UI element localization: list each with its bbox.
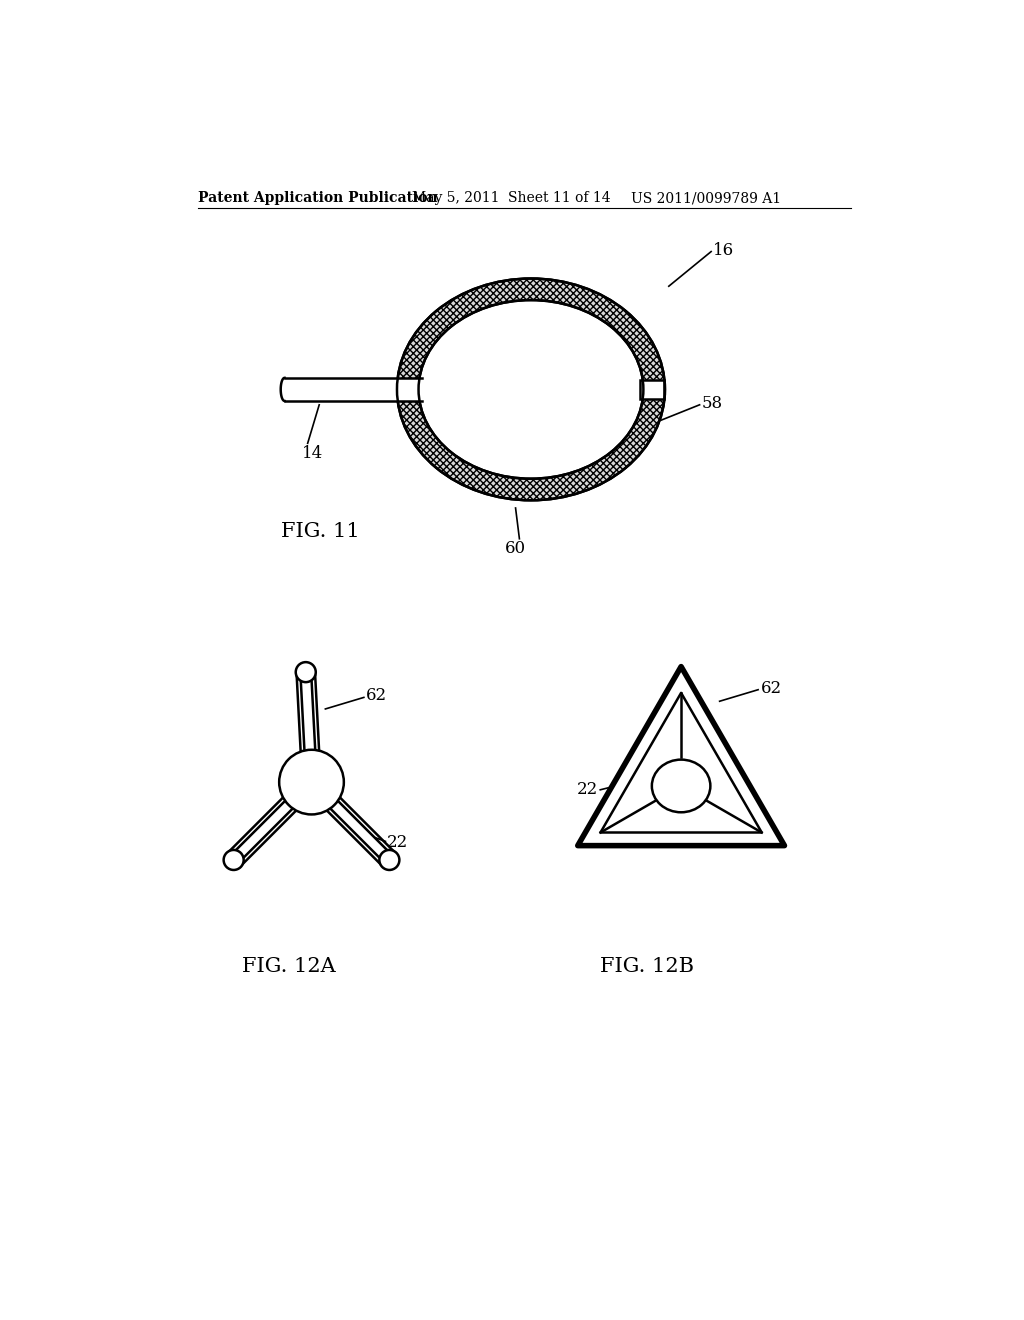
Text: 62: 62 <box>367 688 387 705</box>
Bar <box>640 380 665 399</box>
Polygon shape <box>300 672 315 754</box>
FancyBboxPatch shape <box>285 378 422 401</box>
Text: 60: 60 <box>505 540 526 557</box>
Polygon shape <box>329 799 393 863</box>
Text: 58: 58 <box>701 395 723 412</box>
Ellipse shape <box>296 663 315 682</box>
Text: 14: 14 <box>302 445 324 462</box>
Text: US 2011/0099789 A1: US 2011/0099789 A1 <box>631 191 781 206</box>
Ellipse shape <box>379 850 399 870</box>
Text: 16: 16 <box>713 242 734 259</box>
Polygon shape <box>229 799 295 863</box>
Text: 22: 22 <box>387 834 409 850</box>
Text: May 5, 2011: May 5, 2011 <box>412 191 499 206</box>
Ellipse shape <box>223 850 244 870</box>
Text: 22: 22 <box>577 781 598 799</box>
Text: FIG. 12A: FIG. 12A <box>243 957 336 977</box>
Ellipse shape <box>280 750 344 814</box>
Text: FIG. 11: FIG. 11 <box>281 523 359 541</box>
Ellipse shape <box>397 279 665 500</box>
Ellipse shape <box>419 300 643 479</box>
Ellipse shape <box>652 759 711 812</box>
Text: 62: 62 <box>761 680 781 697</box>
Text: FIG. 12B: FIG. 12B <box>600 957 694 977</box>
Text: Patent Application Publication: Patent Application Publication <box>199 191 438 206</box>
Polygon shape <box>600 693 762 833</box>
Text: Sheet 11 of 14: Sheet 11 of 14 <box>508 191 610 206</box>
Polygon shape <box>578 667 784 846</box>
